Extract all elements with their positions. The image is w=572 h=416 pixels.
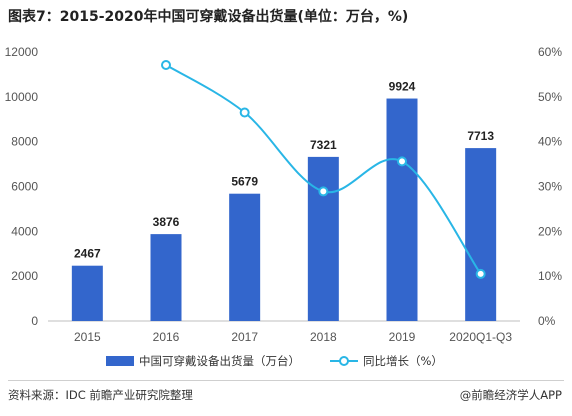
bar xyxy=(71,265,103,321)
source-note: 资料来源：IDC 前瞻产业研究院整理 xyxy=(8,388,193,402)
legend: 中国可穿戴设备出货量（万台） 同比增长（%） xyxy=(106,354,443,368)
right-tick-label: 0% xyxy=(538,314,556,328)
bar-value-label: 7321 xyxy=(310,138,337,152)
right-axis: 0% 10% 20% 30% 40% 50% 60% xyxy=(538,45,562,328)
bar-value-label: 7713 xyxy=(467,129,494,143)
x-tick-label: 2019 xyxy=(389,330,416,344)
growth-point xyxy=(161,60,171,71)
x-tick-label: 2016 xyxy=(153,330,180,344)
bar xyxy=(386,98,418,321)
growth-point xyxy=(475,268,486,279)
bar-data-labels: 2467 3876 5679 7321 9924 7713 xyxy=(74,80,494,261)
growth-point xyxy=(318,186,329,197)
left-axis: 0 2000 4000 6000 8000 10000 12000 xyxy=(5,45,39,328)
bar xyxy=(307,156,339,321)
bar xyxy=(465,148,497,321)
x-tick-label: 2015 xyxy=(74,330,101,344)
right-tick-label: 20% xyxy=(538,224,562,238)
left-tick-label: 4000 xyxy=(11,224,38,238)
legend-bar-label: 中国可穿戴设备出货量（万台） xyxy=(139,354,300,368)
legend-line-marker xyxy=(339,356,349,366)
left-tick-label: 6000 xyxy=(11,180,38,194)
left-tick-label: 10000 xyxy=(5,90,39,104)
x-tick-label: 2017 xyxy=(231,330,258,344)
x-tick-label: 2020Q1-Q3 xyxy=(449,330,512,344)
right-tick-label: 30% xyxy=(538,180,562,194)
growth-points xyxy=(161,60,486,279)
credit: @前瞻经济学人APP xyxy=(459,388,562,402)
left-tick-label: 0 xyxy=(31,314,38,328)
left-tick-label: 12000 xyxy=(5,45,39,59)
legend-line-label: 同比增长（%） xyxy=(363,354,443,368)
right-tick-label: 10% xyxy=(538,269,562,283)
growth-point xyxy=(239,107,250,118)
bar xyxy=(229,193,261,321)
bar xyxy=(150,234,182,321)
right-tick-label: 60% xyxy=(538,45,562,59)
bar-value-label: 2467 xyxy=(74,247,101,261)
x-tick-label: 2018 xyxy=(310,330,337,344)
right-tick-label: 40% xyxy=(538,135,562,149)
left-tick-label: 8000 xyxy=(11,135,38,149)
right-tick-label: 50% xyxy=(538,90,562,104)
left-tick-label: 2000 xyxy=(11,269,38,283)
bar-value-label: 9924 xyxy=(389,80,416,94)
bar-value-label: 5679 xyxy=(231,175,258,189)
footer-divider xyxy=(8,380,564,381)
x-axis: 2015 2016 2017 2018 2019 2020Q1-Q3 xyxy=(74,330,512,344)
legend-bar-swatch xyxy=(106,356,134,366)
bar-series xyxy=(71,98,497,321)
chart-title: 图表7：2015-2020年中国可穿戴设备出货量(单位：万台，%) xyxy=(8,9,409,25)
bar-value-label: 3876 xyxy=(153,215,180,229)
growth-point xyxy=(397,156,407,167)
